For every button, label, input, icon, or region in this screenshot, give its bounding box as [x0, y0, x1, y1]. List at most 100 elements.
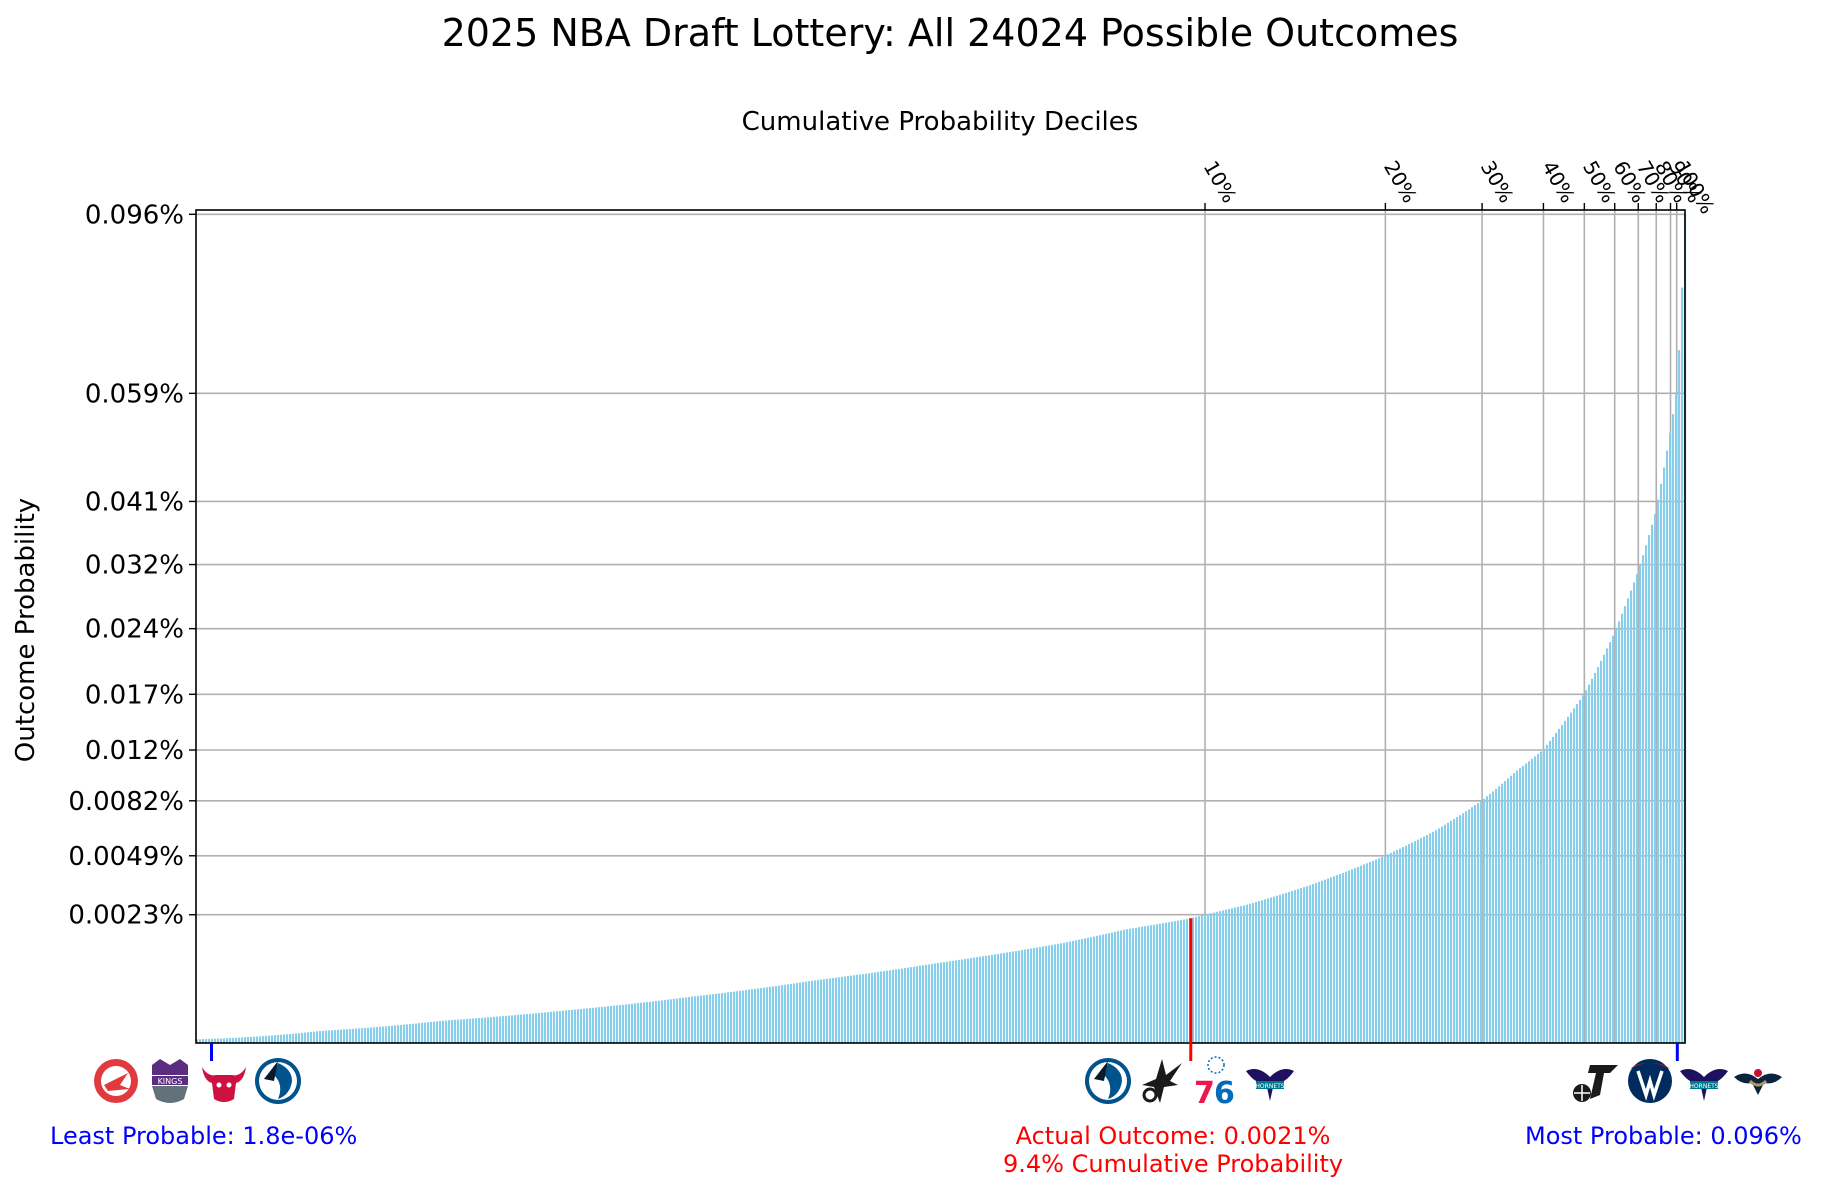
outcome-bar [715, 993, 718, 1043]
outcome-bar [745, 990, 748, 1043]
outcome-bar [1444, 824, 1447, 1043]
outcome-bar [895, 969, 898, 1043]
outcome-bar [1570, 712, 1573, 1043]
outcome-bar [1525, 763, 1528, 1043]
actual-cumulative-text: 9.4% Cumulative Probability [1003, 1150, 1344, 1178]
outcome-bar [1279, 894, 1282, 1043]
outcome-bar [589, 1008, 592, 1043]
dallas-mavericks-logo-icon [1082, 1055, 1134, 1107]
outcome-bar [1456, 817, 1459, 1043]
outcome-bar [1396, 850, 1399, 1043]
outcome-bar [922, 965, 925, 1043]
outcome-bar [1060, 943, 1063, 1043]
outcome-bar [274, 1035, 277, 1043]
outcome-bar [199, 1039, 202, 1043]
outcome-bar [1606, 648, 1609, 1043]
outcome-bar [1258, 901, 1261, 1043]
outcome-bar [1246, 904, 1249, 1043]
outcome-bar [742, 990, 745, 1043]
decile-ticks: 10% 20% 30% 40%50%60%70%80%90%100% [1199, 157, 1720, 219]
outcome-bar [1510, 775, 1513, 1043]
plot-frame [195, 209, 1686, 1044]
outcome-bar [1186, 919, 1189, 1043]
outcome-bar [238, 1037, 241, 1043]
outcome-bar [1009, 951, 1012, 1043]
outcome-bar [220, 1038, 223, 1043]
utah-jazz-logo-icon [1570, 1055, 1622, 1107]
outcome-bar [466, 1018, 469, 1043]
outcome-bar [1618, 621, 1621, 1043]
outcome-bar [1681, 287, 1684, 1044]
outcome-bar [1114, 931, 1117, 1043]
outcome-bar [826, 978, 829, 1043]
outcome-bar [520, 1014, 523, 1043]
outcome-bar [1249, 903, 1252, 1043]
outcome-bar [940, 962, 943, 1043]
outcome-bar [886, 970, 889, 1043]
outcome-bar [1375, 859, 1378, 1043]
outcome-bar [1411, 842, 1414, 1043]
outcome-bar [517, 1014, 520, 1043]
least-probable-label: Least Probable: 1.8e-06% [50, 1122, 357, 1150]
outcome-bar [1018, 950, 1021, 1043]
outcome-bar [343, 1029, 346, 1043]
outcome-bar [964, 958, 967, 1043]
outcome-bar [823, 979, 826, 1043]
outcome-bar [1234, 907, 1237, 1043]
outcome-bar [1210, 913, 1213, 1043]
outcome-bar [1165, 922, 1168, 1043]
outcome-bar [850, 975, 853, 1043]
outcome-bar [412, 1023, 415, 1043]
outcome-bar [1252, 902, 1255, 1043]
outcome-bar [472, 1018, 475, 1043]
outcome-bar [1582, 695, 1585, 1043]
outcome-bar [925, 964, 928, 1043]
outcome-bar [454, 1019, 457, 1043]
outcome-bar [505, 1015, 508, 1043]
atlanta-hawks-logo-icon [90, 1055, 142, 1107]
outcome-bar [601, 1006, 604, 1043]
outcome-bar [1075, 940, 1078, 1043]
outcome-bar [982, 956, 985, 1043]
outcome-bar [1321, 880, 1324, 1043]
outcome-bar [676, 998, 679, 1043]
outcome-bar [226, 1038, 229, 1043]
outcome-bar [532, 1013, 535, 1043]
outcome-bar [607, 1006, 610, 1043]
outcome-bar [223, 1038, 226, 1043]
outcome-bar [790, 983, 793, 1043]
outcome-bar [244, 1037, 247, 1043]
outcome-bar [1450, 820, 1453, 1043]
outcome-bar [253, 1036, 256, 1043]
outcome-bar [868, 973, 871, 1043]
outcome-bar [391, 1025, 394, 1043]
outcome-bar [943, 962, 946, 1043]
outcome-bar [1363, 864, 1366, 1043]
outcome-bar [1219, 911, 1222, 1043]
outcome-bar [1384, 855, 1387, 1043]
outcome-bar [1420, 838, 1423, 1043]
outcome-bar [1084, 938, 1087, 1043]
outcome-bar [985, 955, 988, 1043]
outcome-bar [1057, 943, 1060, 1043]
outcome-bar [1261, 900, 1264, 1043]
chicago-bulls-logo-icon [198, 1055, 250, 1107]
outcome-bar [619, 1005, 622, 1043]
outcome-bar [874, 972, 877, 1043]
bars [196, 214, 1687, 1044]
outcome-bar [1528, 761, 1531, 1043]
outcome-bar [859, 974, 862, 1043]
outcome-bar [973, 957, 976, 1043]
outcome-bar [1312, 884, 1315, 1043]
outcome-bar [877, 971, 880, 1043]
outcome-bar [409, 1024, 412, 1043]
outcome-bar [970, 958, 973, 1043]
outcome-bar [703, 995, 706, 1043]
outcome-bar [622, 1004, 625, 1043]
outcome-bar [1168, 922, 1171, 1043]
outcome-bar [1237, 906, 1240, 1043]
outcome-bar [916, 966, 919, 1043]
outcome-bar [1615, 628, 1618, 1043]
outcome-bar [1357, 866, 1360, 1043]
outcome-bar [1156, 924, 1159, 1043]
